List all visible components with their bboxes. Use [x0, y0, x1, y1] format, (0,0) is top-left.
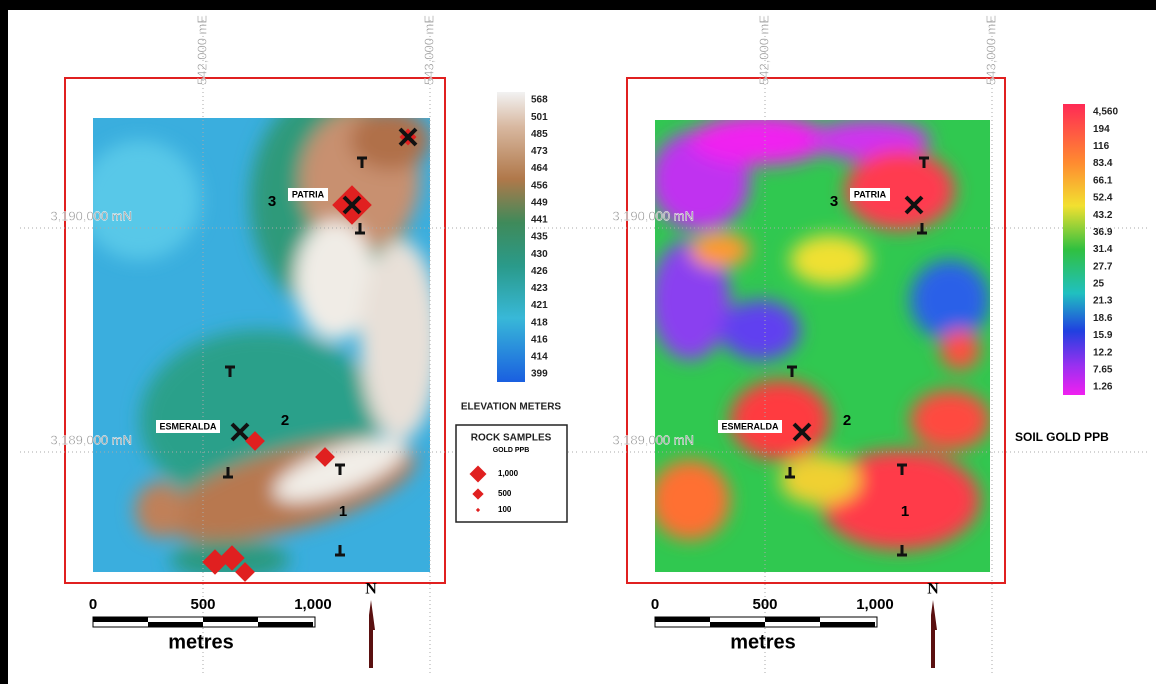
northing-label: 3,189,000 mN [612, 432, 694, 447]
legend-value: 27.7 [1093, 261, 1113, 272]
north-arrow [931, 600, 937, 668]
legend-value: 441 [531, 215, 548, 226]
legend-value: 194 [1093, 124, 1110, 135]
legend-value: 25 [1093, 279, 1105, 290]
legend-value: 485 [531, 129, 548, 140]
legend-colorbar [497, 92, 525, 382]
legend-value: 31.4 [1093, 244, 1113, 255]
legend-value: 66.1 [1093, 175, 1113, 186]
scale-seg [93, 617, 148, 622]
legend-title: SOIL GOLD PPB [1015, 430, 1109, 444]
north-label: N [927, 581, 939, 598]
place-label: PATRIA [854, 189, 887, 199]
soil-gold-map [650, 115, 990, 572]
frame-left [0, 0, 8, 684]
legend-value: 501 [531, 112, 548, 123]
scale-unit: metres [168, 631, 234, 653]
legend-value: 52.4 [1093, 193, 1113, 204]
northing-label: 3,190,000 mN [612, 208, 694, 223]
legend-value: 430 [531, 249, 548, 260]
rock-legend-value: 100 [498, 505, 512, 514]
page: 542,000 mE 543,000 mE 3,190,000 mN 3,189,00… [0, 0, 1156, 684]
scale-tick: 0 [89, 596, 97, 613]
zone-label: 2 [281, 412, 289, 429]
scale-seg [655, 617, 710, 622]
legend-value: 421 [531, 300, 548, 311]
place-label: ESMERALDA [721, 421, 779, 431]
rock-legend-title: ROCK SAMPLES [471, 433, 552, 444]
scale-seg [258, 622, 313, 627]
scale-unit: metres [730, 631, 796, 653]
easting-label: 542,000 mE [756, 15, 771, 85]
easting-label: 543,000 mE [421, 15, 436, 85]
legend-value: 21.3 [1093, 296, 1113, 307]
scale-tick: 1,000 [856, 596, 894, 613]
legend-value: 435 [531, 232, 548, 243]
legend-value: 456 [531, 180, 548, 191]
legend-value: 418 [531, 317, 548, 328]
northing-label: 3,190,000 mN [50, 208, 132, 223]
legend-colorbar [1063, 104, 1085, 395]
easting-label: 543,000 mE [983, 15, 998, 85]
legend-value: 416 [531, 334, 548, 345]
zone-label: 2 [843, 412, 851, 429]
elevation-map [80, 90, 440, 580]
legend-value: 116 [1093, 141, 1110, 152]
legend-value: 414 [531, 352, 548, 363]
legend-value: 426 [531, 266, 548, 277]
legend-value: 464 [531, 163, 548, 174]
scale-seg [710, 622, 765, 627]
scale-seg [820, 622, 875, 627]
northing-label: 3,189,000 mN [50, 432, 132, 447]
legend-value: 36.9 [1093, 227, 1113, 238]
legend-value: 449 [531, 197, 548, 208]
legend-value: 1.26 [1093, 382, 1113, 393]
scale-tick: 1,000 [294, 596, 332, 613]
legend-value: 473 [531, 146, 548, 157]
scale-tick: 500 [752, 596, 777, 613]
zone-label: 3 [268, 193, 276, 210]
easting-label: 542,000 mE [194, 15, 209, 85]
scale-tick: 0 [651, 596, 659, 613]
frame-top [0, 0, 1156, 10]
rock-legend-subtitle: GOLD PPB [493, 447, 530, 454]
legend-value: 423 [531, 283, 548, 294]
legend-value: 18.6 [1093, 313, 1113, 324]
legend-value: 43.2 [1093, 210, 1113, 221]
legend-value: 12.2 [1093, 347, 1113, 358]
place-label: PATRIA [292, 189, 325, 199]
scale-seg [765, 617, 820, 622]
north-label: N [365, 581, 377, 598]
legend-value: 568 [531, 95, 548, 106]
place-label: ESMERALDA [159, 421, 217, 431]
north-arrow [369, 600, 375, 668]
legend-value: 7.65 [1093, 364, 1113, 375]
zone-label: 3 [830, 193, 838, 210]
rock-legend-value: 1,000 [498, 469, 519, 478]
legend-title: ELEVATION METERS [461, 402, 562, 413]
zone-label: 1 [339, 503, 347, 520]
legend-value: 4,560 [1093, 107, 1118, 118]
scale-seg [148, 622, 203, 627]
legend-value: 15.9 [1093, 330, 1113, 341]
scale-seg [203, 617, 258, 622]
scale-tick: 500 [190, 596, 215, 613]
zone-label: 1 [901, 503, 909, 520]
rock-legend-value: 500 [498, 489, 512, 498]
legend-value: 399 [531, 369, 548, 380]
legend-value: 83.4 [1093, 158, 1113, 169]
